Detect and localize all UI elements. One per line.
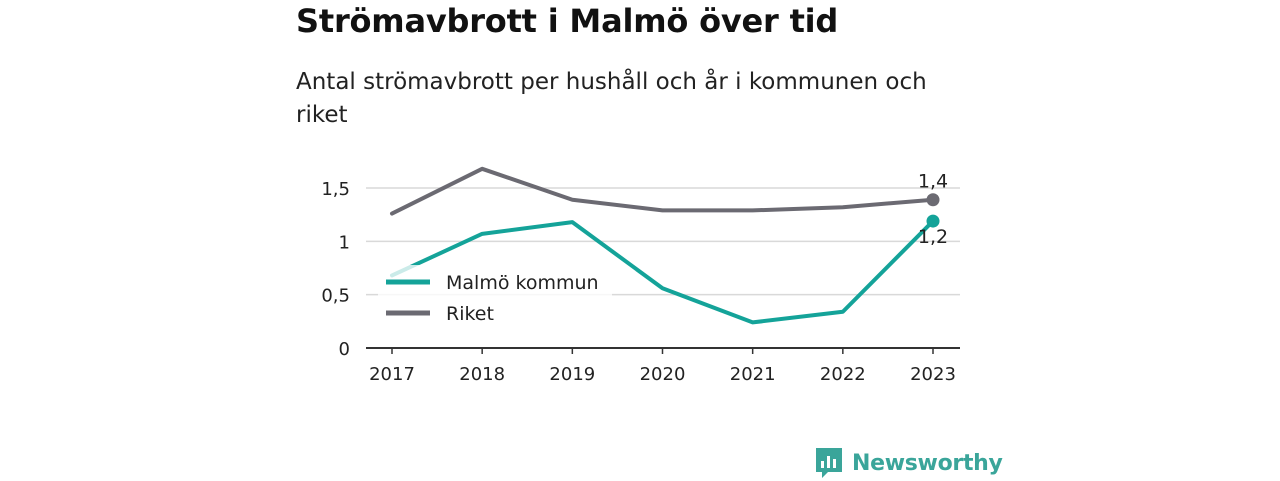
y-tick-label: 0,5 <box>321 286 350 307</box>
end-label-riket: 1,4 <box>918 171 948 193</box>
x-tick-label: 2021 <box>730 364 776 385</box>
x-tick-label: 2018 <box>459 364 505 385</box>
end-labels: 1,2 1,4 <box>918 171 948 248</box>
y-tick-label: 0 <box>339 339 350 360</box>
x-tick-label: 2022 <box>820 364 866 385</box>
series-line-malmo <box>390 219 935 325</box>
end-point-malmo <box>926 214 940 228</box>
legend: Malmö kommun Riket <box>378 265 612 329</box>
series-malmo <box>390 214 940 325</box>
y-tick-label: 1,5 <box>321 179 350 200</box>
x-axis: 2017 2018 2019 2020 2021 2022 2023 <box>366 347 960 385</box>
legend-label-malmo: Malmö kommun <box>446 272 599 294</box>
legend-label-riket: Riket <box>446 303 494 325</box>
end-point-riket <box>926 193 940 207</box>
chart-subtitle: Antal strömavbrott per hushåll och år i … <box>296 69 927 128</box>
end-label-malmo: 1,2 <box>918 226 948 248</box>
brand-name: Newsworthy <box>852 450 1003 476</box>
newsworthy-logo: Newsworthy <box>814 445 1003 481</box>
y-axis-ticks: 0 0,5 1 1,5 <box>321 179 350 360</box>
series-line-riket <box>390 166 935 216</box>
newsworthy-logo-icon <box>816 448 842 478</box>
legend-background <box>378 265 612 329</box>
x-tick-label: 2017 <box>369 364 415 385</box>
x-tick-label: 2019 <box>549 364 595 385</box>
series-riket <box>390 166 940 216</box>
chart-title: Strömavbrott i Malmö över tid <box>296 2 839 40</box>
x-tick-label: 2023 <box>910 364 956 385</box>
x-tick-label: 2020 <box>640 364 686 385</box>
y-tick-label: 1 <box>339 232 350 253</box>
